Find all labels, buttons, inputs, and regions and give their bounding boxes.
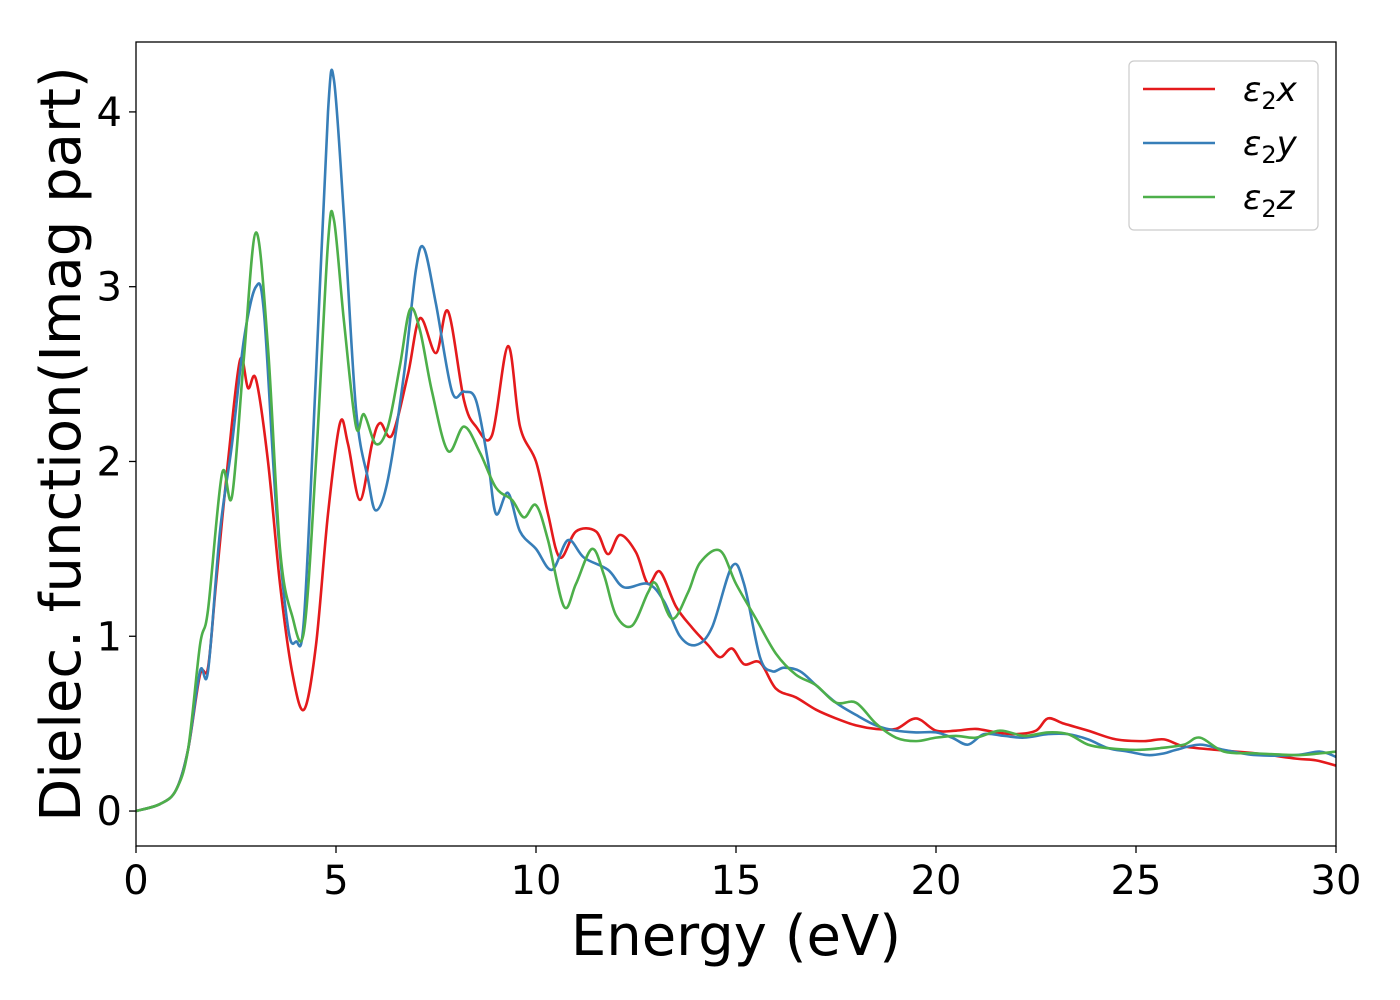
- y-tick-label: 3: [97, 265, 122, 311]
- x-tick-label: 0: [123, 858, 148, 904]
- legend-box: [1128, 60, 1319, 231]
- x-axis-title: Energy (eV): [571, 904, 901, 969]
- x-tick-label: 10: [511, 858, 562, 904]
- y-tick-label: 1: [97, 614, 122, 660]
- series-line-z: [136, 209, 1336, 813]
- legend-label-y: ε2y: [1243, 124, 1298, 169]
- y-axis-ticks: 0 1 2 3 4: [97, 90, 136, 835]
- series-line-y: [136, 68, 1336, 813]
- y-tick-label: 2: [97, 439, 122, 485]
- x-tick-label: 25: [1111, 858, 1162, 904]
- y-tick-label: 0: [97, 789, 122, 835]
- x-tick-label: 15: [711, 858, 762, 904]
- x-tick-label: 20: [911, 858, 962, 904]
- x-tick-label: 30: [1311, 858, 1362, 904]
- x-tick-label: 5: [323, 858, 348, 904]
- series-layer: [136, 68, 1336, 813]
- y-tick-label: 4: [97, 90, 122, 136]
- legend-label-x: ε2x: [1243, 70, 1298, 115]
- x-axis-ticks: 0 5 10 15 20 25 30: [123, 846, 1361, 904]
- legend: ε2x ε2y ε2z: [1128, 60, 1319, 231]
- y-axis-title: Dielec. function(Imag part): [29, 66, 94, 822]
- legend-label-z: ε2z: [1243, 178, 1296, 223]
